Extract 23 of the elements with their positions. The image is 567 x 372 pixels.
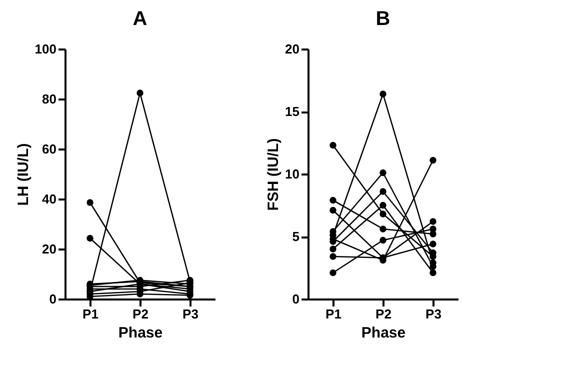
chart-title: A <box>132 8 148 30</box>
y-tick-label: 0 <box>292 292 300 306</box>
y-axis-title: FSH (IU/L) <box>265 138 282 211</box>
y-tick-label: 0 <box>49 292 56 306</box>
x-tick-label: P3 <box>426 306 442 322</box>
y-tick-label: 60 <box>42 142 56 156</box>
y-tick-label: 20 <box>42 242 56 256</box>
y-tick-label: 100 <box>34 42 56 56</box>
x-tick-label: P3 <box>182 306 198 322</box>
x-axis-title: Phase <box>361 324 406 342</box>
y-tick-label: 10 <box>285 166 300 182</box>
y-axis-title: LH (IU/L) <box>14 143 32 206</box>
x-tick-label: P1 <box>326 306 342 322</box>
chart-title: B <box>376 8 390 30</box>
x-tick-label: P1 <box>82 306 98 322</box>
y-tick-label: 80 <box>42 92 56 106</box>
y-tick-label: 20 <box>285 42 300 56</box>
y-tick-label: 40 <box>42 192 56 206</box>
x-tick-label: P2 <box>376 306 392 322</box>
x-tick-label: P2 <box>132 306 148 322</box>
x-axis-title: Phase <box>118 324 163 342</box>
y-tick-label: 15 <box>285 104 300 119</box>
y-tick-label: 5 <box>292 229 300 244</box>
